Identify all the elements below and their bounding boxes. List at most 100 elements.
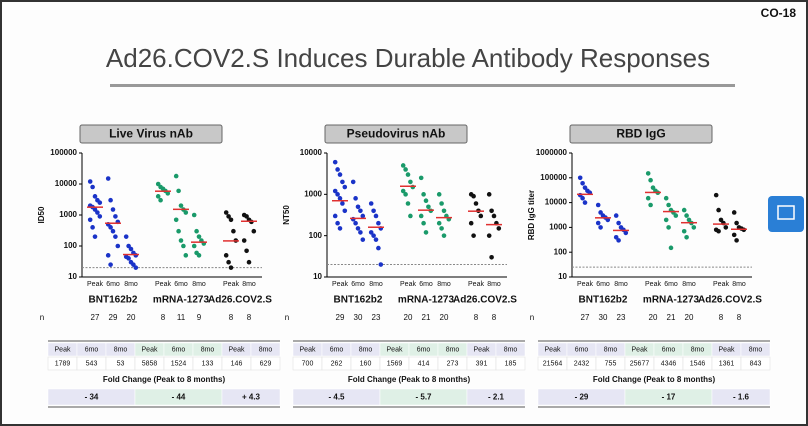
fold-change: + 4.3 bbox=[242, 393, 261, 402]
n-value: 27 bbox=[91, 313, 100, 322]
data-point bbox=[686, 217, 692, 223]
n-value: 9 bbox=[197, 313, 202, 322]
data-point bbox=[335, 167, 340, 172]
table-value: 543 bbox=[86, 360, 98, 367]
table-value: 185 bbox=[505, 360, 517, 367]
table-value: 1524 bbox=[171, 360, 187, 367]
data-point bbox=[191, 212, 197, 218]
table-value: 146 bbox=[231, 360, 243, 367]
data-point bbox=[337, 226, 343, 231]
panel-title-box bbox=[79, 124, 223, 144]
data-point bbox=[223, 210, 229, 215]
table-header: Peak bbox=[55, 346, 71, 353]
n-label: n bbox=[40, 313, 44, 322]
data-point bbox=[87, 217, 93, 223]
data-point bbox=[684, 213, 689, 218]
data-point bbox=[110, 207, 116, 212]
data-point bbox=[196, 253, 202, 258]
x-tick-label: 8mo bbox=[369, 281, 383, 288]
y-axis-label: ID50 bbox=[37, 206, 46, 223]
table-value: 262 bbox=[331, 360, 343, 367]
table-header: 8mo bbox=[504, 346, 518, 353]
data-point bbox=[223, 253, 229, 258]
data-point bbox=[128, 246, 134, 252]
data-point bbox=[734, 220, 739, 226]
y-axis-label: RBD IgG titer bbox=[527, 190, 536, 240]
data-point bbox=[436, 220, 442, 226]
y-tick-label: 100000 bbox=[50, 148, 77, 157]
data-point bbox=[183, 253, 189, 258]
data-point bbox=[421, 192, 426, 197]
data-point bbox=[405, 172, 411, 177]
data-point bbox=[421, 220, 426, 226]
table-value: 1546 bbox=[690, 360, 706, 367]
data-point bbox=[158, 197, 163, 203]
table-value: 273 bbox=[447, 360, 459, 367]
data-point bbox=[87, 179, 93, 184]
table-header: 8mo bbox=[259, 346, 273, 353]
fold-change: - 29 bbox=[575, 393, 589, 402]
table-header: Peak bbox=[387, 346, 403, 353]
table-header-cell bbox=[250, 342, 281, 357]
data-point bbox=[613, 213, 619, 218]
data-point bbox=[684, 234, 689, 240]
data-point bbox=[178, 203, 184, 208]
fold-cell bbox=[711, 388, 771, 406]
data-point bbox=[489, 208, 494, 214]
x-tick-label: 6mo bbox=[351, 281, 365, 288]
table-header: 6mo bbox=[417, 346, 431, 353]
data-point bbox=[368, 201, 374, 206]
data-point bbox=[376, 245, 381, 251]
data-point bbox=[400, 163, 406, 168]
fold-change: - 2.1 bbox=[488, 393, 505, 402]
data-point bbox=[332, 159, 338, 165]
y-tick-label: 100000 bbox=[540, 173, 567, 182]
data-point bbox=[133, 253, 139, 258]
x-tick-label: 8mo bbox=[614, 281, 628, 288]
table-value: 1569 bbox=[387, 360, 403, 367]
data-point bbox=[734, 238, 739, 243]
data-point bbox=[173, 217, 179, 223]
side-button[interactable] bbox=[768, 196, 804, 232]
data-point bbox=[418, 175, 424, 181]
table-value: 5858 bbox=[142, 360, 158, 367]
table-header: 8mo bbox=[749, 346, 763, 353]
group-label: BNT162b2 bbox=[334, 295, 383, 306]
data-point bbox=[598, 225, 603, 230]
data-point bbox=[335, 220, 340, 226]
data-point bbox=[716, 207, 721, 213]
table-value-cell bbox=[495, 356, 526, 371]
table-value: 133 bbox=[202, 360, 214, 367]
data-point bbox=[165, 191, 171, 196]
data-point bbox=[241, 238, 247, 243]
slide-title: Ad26.COV2.S Induces Durable Antibody Res… bbox=[106, 43, 710, 73]
data-point bbox=[716, 228, 721, 234]
data-point bbox=[408, 179, 413, 185]
data-point bbox=[441, 233, 447, 238]
data-point bbox=[373, 213, 379, 219]
n-value: 8 bbox=[737, 313, 742, 322]
data-point bbox=[373, 237, 379, 242]
n-value: 8 bbox=[161, 313, 166, 322]
data-point bbox=[371, 233, 376, 238]
data-point bbox=[113, 234, 118, 239]
x-tick-label: Peak bbox=[645, 281, 661, 288]
x-tick-label: Peak bbox=[155, 281, 171, 288]
data-point bbox=[251, 228, 257, 234]
data-point bbox=[92, 194, 98, 199]
table-header: Peak bbox=[142, 346, 158, 353]
n-value: 11 bbox=[177, 313, 186, 322]
table-value: 843 bbox=[750, 360, 762, 367]
table-header: Peak bbox=[632, 346, 648, 353]
n-value: 29 bbox=[109, 313, 118, 322]
x-tick-label: 8mo bbox=[124, 281, 138, 288]
data-point bbox=[332, 213, 338, 219]
data-point bbox=[228, 265, 234, 270]
data-point bbox=[108, 262, 113, 267]
x-tick-label: Peak bbox=[332, 281, 348, 288]
data-point bbox=[358, 208, 363, 214]
data-point bbox=[681, 228, 687, 234]
data-point bbox=[580, 181, 585, 186]
n-value: 27 bbox=[581, 313, 590, 322]
